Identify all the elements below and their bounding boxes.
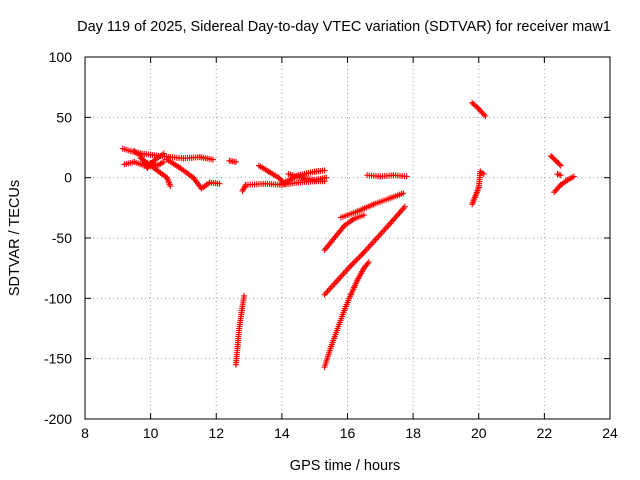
y-axis-label: SDTVAR / TECUs	[7, 180, 23, 296]
data-point	[555, 184, 562, 191]
data-point	[552, 187, 559, 194]
data-point	[570, 173, 577, 180]
data-point	[360, 212, 367, 219]
data-point	[478, 108, 485, 115]
x-tick-label: 12	[208, 425, 224, 441]
y-tick-label: 0	[64, 170, 72, 186]
x-tick-label: 24	[602, 425, 618, 441]
series-arc-6	[226, 157, 239, 165]
x-tick-label: 20	[471, 425, 487, 441]
data-point	[353, 256, 360, 263]
data-point	[149, 159, 156, 166]
data-point	[551, 189, 558, 196]
x-tick-label: 16	[340, 425, 356, 441]
data-point	[395, 211, 402, 218]
data-point	[403, 173, 410, 180]
y-tick-label: 100	[49, 49, 73, 65]
x-tick-label: 8	[81, 425, 89, 441]
series-arc-21	[554, 171, 564, 179]
data-point	[388, 218, 395, 225]
series-arc-15	[321, 259, 372, 371]
series-arc-1	[119, 145, 216, 163]
data-point	[167, 183, 174, 190]
data-point	[148, 160, 155, 167]
data-point	[481, 111, 487, 118]
y-tick-label: -150	[44, 351, 72, 367]
data-point	[349, 261, 356, 268]
x-tick-label: 10	[143, 425, 159, 441]
data-point	[216, 180, 223, 187]
data-point	[392, 214, 399, 221]
x-axis-label: GPS time / hours	[290, 458, 400, 474]
data-point	[357, 252, 364, 259]
data-point	[480, 171, 487, 178]
data-point	[350, 259, 357, 266]
data-point	[399, 206, 406, 213]
data-point	[323, 174, 330, 181]
data-point	[400, 205, 407, 212]
data-point	[160, 158, 167, 165]
data-point	[356, 253, 363, 260]
data-point	[365, 259, 372, 266]
series-arc-19	[547, 152, 564, 169]
data-point	[474, 104, 481, 111]
series-arc-20	[551, 173, 577, 196]
series-arc-12	[321, 212, 367, 254]
data-point	[389, 217, 396, 224]
series-arc-13	[337, 190, 407, 221]
series-arc-7	[232, 292, 248, 368]
data-point	[401, 203, 408, 210]
y-tick-label: -100	[44, 290, 72, 306]
data-point	[321, 167, 328, 174]
data-point	[352, 258, 359, 265]
y-tick-label: 50	[56, 109, 72, 125]
data-point	[145, 163, 152, 170]
data-point	[355, 255, 362, 262]
chart-title: Day 119 of 2025, Sidereal Day-to-day VTE…	[77, 19, 611, 35]
data-point	[475, 105, 482, 112]
data-point	[482, 113, 489, 120]
series-arc-16	[364, 172, 410, 180]
y-tick-labels: -200 -150 -100 -50 0 50 100	[44, 49, 72, 427]
series-arc-17	[469, 99, 489, 120]
data-point	[146, 162, 153, 169]
data-point	[479, 110, 486, 117]
data-point	[556, 161, 563, 168]
data-point	[393, 212, 400, 219]
series-arc-18	[469, 168, 487, 208]
data-point	[477, 107, 484, 114]
data-point	[160, 150, 167, 157]
x-tick-label: 14	[274, 425, 290, 441]
data-point	[557, 162, 564, 169]
data-point	[232, 158, 239, 165]
data-point	[556, 183, 563, 190]
series-arc-14	[321, 203, 408, 298]
data-point	[144, 165, 151, 172]
data-points	[119, 99, 577, 371]
x-tick-label: 18	[405, 425, 421, 441]
data-point	[557, 172, 564, 179]
grid	[85, 57, 610, 419]
series-arc-4	[131, 148, 167, 172]
x-tick-labels: 8 10 12 14 16 18 20 22 24	[81, 425, 618, 441]
data-point	[359, 250, 366, 257]
y-tick-label: -200	[44, 411, 72, 427]
data-point	[241, 292, 248, 299]
data-point	[391, 215, 398, 222]
series-arc-9	[255, 162, 289, 187]
data-point	[396, 209, 403, 216]
data-point	[397, 208, 404, 215]
data-point	[400, 190, 407, 197]
series-arc-5	[164, 156, 223, 192]
x-tick-label: 22	[537, 425, 553, 441]
data-point	[553, 186, 560, 193]
axis-ticks	[84, 56, 611, 420]
data-point	[209, 156, 216, 163]
series-arc-11	[285, 171, 330, 184]
y-tick-label: -50	[52, 230, 72, 246]
